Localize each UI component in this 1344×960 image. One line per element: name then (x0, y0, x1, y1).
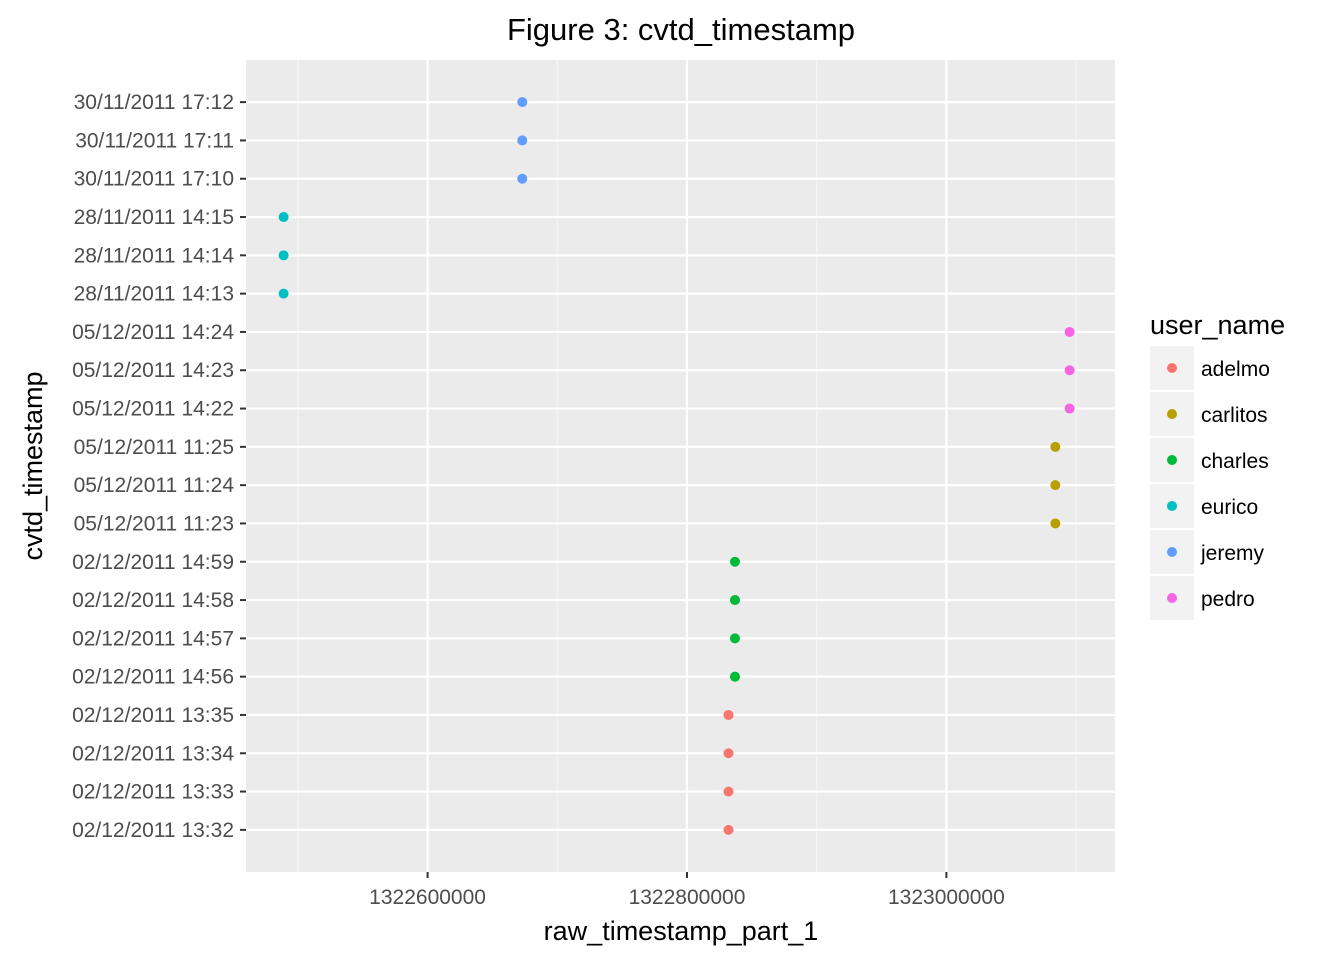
y-tick-label: 02/12/2011 13:33 (72, 781, 234, 804)
y-tick-label: 02/12/2011 14:56 (72, 666, 234, 689)
legend-key-charles (1167, 455, 1177, 465)
data-point-jeremy (517, 97, 528, 108)
data-point-pedro (1064, 365, 1075, 376)
data-point-charles (729, 671, 740, 682)
legend-key-eurico (1167, 501, 1177, 511)
legend: user_name adelmo carlitos charles eurico jer… (1150, 310, 1285, 620)
data-point-eurico (278, 288, 289, 299)
data-point-charles (729, 595, 740, 606)
y-tick-label: 28/11/2011 14:15 (74, 206, 234, 229)
y-tick-label: 05/12/2011 11:24 (74, 474, 235, 497)
y-tick-label: 02/12/2011 14:58 (72, 589, 234, 612)
legend-label-adelmo: adelmo (1201, 358, 1270, 381)
data-point-charles (729, 633, 740, 644)
data-point-adelmo (723, 709, 734, 720)
y-tick-label: 28/11/2011 14:14 (74, 244, 235, 267)
y-tick-label: 05/12/2011 11:23 (74, 512, 234, 535)
y-tick-label: 02/12/2011 14:59 (72, 551, 234, 574)
legend-title: user_name (1150, 310, 1285, 340)
y-tick-label: 02/12/2011 13:32 (72, 819, 234, 842)
data-points (278, 97, 1075, 835)
legend-key-jeremy (1167, 547, 1177, 557)
chart-title: Figure 3: cvtd_timestamp (507, 12, 855, 47)
data-point-charles (729, 556, 740, 567)
legend-label-pedro: pedro (1201, 588, 1255, 611)
legend-label-jeremy: jeremy (1200, 542, 1265, 565)
data-point-eurico (278, 250, 289, 261)
x-tick-label: 1322800000 (629, 886, 746, 909)
plot-panel (246, 60, 1115, 872)
legend-label-eurico: eurico (1201, 496, 1258, 519)
data-point-adelmo (723, 748, 734, 759)
y-axis: 02/12/2011 13:32 02/12/2011 13:33 02/12/20… (72, 91, 246, 842)
legend-label-charles: charles (1201, 450, 1269, 473)
data-point-eurico (278, 212, 289, 223)
data-point-pedro (1064, 326, 1075, 337)
data-point-jeremy (517, 173, 528, 184)
y-tick-label: 30/11/2011 17:11 (75, 129, 234, 152)
y-tick-label: 30/11/2011 17:12 (74, 91, 234, 114)
data-point-jeremy (517, 135, 528, 146)
x-axis-title: raw_timestamp_part_1 (544, 916, 819, 946)
y-axis-title: cvtd_timestamp (18, 371, 48, 560)
data-point-carlitos (1050, 441, 1061, 452)
y-tick-label: 02/12/2011 14:57 (72, 627, 234, 650)
y-tick-label: 02/12/2011 13:35 (72, 704, 234, 727)
legend-key-pedro (1167, 593, 1177, 603)
x-tick-label: 1322600000 (369, 886, 486, 909)
data-point-adelmo (723, 824, 734, 835)
x-axis: 1322600000 1322800000 1323000000 (369, 872, 1005, 909)
data-point-pedro (1064, 403, 1075, 414)
x-tick-label: 1323000000 (888, 886, 1005, 909)
y-tick-label: 05/12/2011 14:24 (72, 321, 234, 344)
y-tick-label: 05/12/2011 11:25 (74, 436, 234, 459)
legend-items: adelmo carlitos charles eurico jeremy pedro (1150, 346, 1270, 620)
grid-minor (297, 60, 1077, 872)
y-tick-label: 30/11/2011 17:10 (74, 168, 234, 191)
data-point-carlitos (1050, 518, 1061, 529)
y-tick-label: 05/12/2011 14:23 (72, 359, 234, 382)
data-point-adelmo (723, 786, 734, 797)
legend-key-carlitos (1167, 409, 1177, 419)
y-tick-label: 02/12/2011 13:34 (72, 742, 234, 765)
legend-key-adelmo (1167, 363, 1177, 373)
y-tick-label: 05/12/2011 14:22 (72, 398, 234, 421)
data-point-carlitos (1050, 480, 1061, 491)
legend-label-carlitos: carlitos (1201, 404, 1268, 427)
y-tick-label: 28/11/2011 14:13 (74, 283, 234, 306)
grid-major (246, 60, 1115, 872)
